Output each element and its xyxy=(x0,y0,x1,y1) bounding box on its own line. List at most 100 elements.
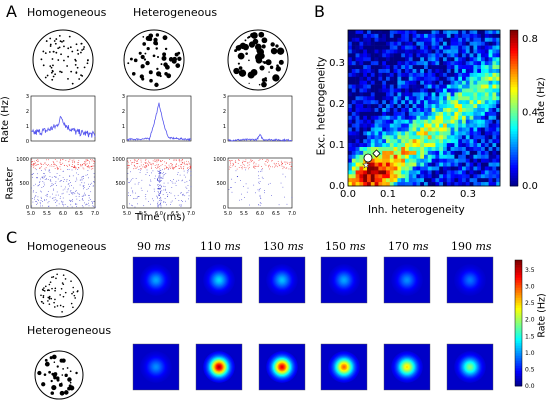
raster-spike-inh xyxy=(36,164,37,166)
raster-spike-inh xyxy=(93,160,94,162)
heat-cell xyxy=(374,182,379,187)
raster-spike-exc xyxy=(189,179,191,181)
heat-cell xyxy=(465,61,470,66)
raster-spike-exc xyxy=(160,186,162,188)
b-colorbar-segment xyxy=(510,154,518,158)
raster-spike-exc xyxy=(37,177,38,179)
raster-spike-exc xyxy=(167,169,169,170)
raster-spike-inh xyxy=(173,159,174,161)
raster-spike-inh xyxy=(164,165,166,167)
raster-spike-exc xyxy=(31,205,33,207)
raster-spike-exc xyxy=(35,192,37,193)
heat-cell xyxy=(450,108,455,113)
c-circle-homogeneous xyxy=(34,268,84,318)
neuron-dot xyxy=(63,45,65,48)
c-heat-heterogeneous-1 xyxy=(132,343,180,391)
raster-spike-inh xyxy=(51,165,53,167)
raster-spike-inh xyxy=(234,165,236,167)
raster-spike-inh xyxy=(267,159,269,161)
raster-spike-inh xyxy=(134,165,135,167)
neuron-dot xyxy=(52,354,57,360)
heat-cell xyxy=(465,33,470,39)
raster-spike-exc xyxy=(55,202,56,203)
heat-cell xyxy=(496,158,501,163)
heat-cell xyxy=(412,182,417,187)
c-colorbar-segment xyxy=(515,292,522,296)
heat-cell xyxy=(439,127,444,132)
raster-spike-exc xyxy=(152,198,153,200)
heat-cell xyxy=(431,131,436,136)
heat-cell xyxy=(386,178,391,183)
heat-cell xyxy=(443,100,448,105)
heat-cell xyxy=(435,84,440,89)
heat-cell xyxy=(363,143,368,148)
heat-cell xyxy=(427,96,432,101)
raster-spike-inh xyxy=(60,168,62,170)
heat-cell xyxy=(427,135,432,140)
neuron-dot xyxy=(272,74,280,82)
b-marker-star: ★ xyxy=(362,161,370,171)
heat-cell xyxy=(488,162,493,167)
raster-spike-exc xyxy=(83,188,84,190)
heat-cell xyxy=(408,127,413,132)
heat-cell xyxy=(462,33,467,39)
heat-cell xyxy=(431,104,436,109)
heat-cell xyxy=(431,80,436,85)
neuron-dot xyxy=(156,71,162,77)
heat-cell xyxy=(484,53,489,58)
heat-cell xyxy=(348,61,353,66)
b-marker-circle xyxy=(363,153,373,163)
neuron-dot xyxy=(261,44,266,49)
heat-cell xyxy=(496,127,501,132)
b-colorbar-segment xyxy=(510,66,518,70)
raster-spike-inh xyxy=(164,161,166,163)
heat-cell xyxy=(496,80,501,85)
heat-cell xyxy=(363,53,368,58)
heat-cell xyxy=(443,131,448,136)
heat-cell xyxy=(370,76,375,81)
heat-cell xyxy=(355,84,360,89)
heat-cell xyxy=(378,119,383,124)
raster-spike-exc xyxy=(42,181,44,182)
heat-cell xyxy=(435,45,440,50)
heat-cell xyxy=(469,127,474,132)
raster-spike-exc xyxy=(78,196,80,198)
raster-spike-exc xyxy=(88,183,89,185)
heat-cell xyxy=(477,76,482,81)
b-y-tick: 0.1 xyxy=(329,140,345,151)
heat-cell xyxy=(477,41,482,46)
neuron-dot xyxy=(54,42,57,45)
heat-cell xyxy=(363,131,368,136)
heat-cell xyxy=(469,150,474,156)
raster-spike-exc xyxy=(82,199,84,201)
heat-cell xyxy=(462,135,467,140)
raster-spike-inh xyxy=(291,161,293,163)
neuron-dot xyxy=(41,288,44,291)
neuron-dot xyxy=(60,53,62,56)
c-heat-frame xyxy=(258,256,306,304)
heat-cell xyxy=(367,53,372,58)
raster-spike-exc xyxy=(44,199,45,201)
heat-cell xyxy=(416,127,421,132)
c-heat-ring xyxy=(154,365,158,369)
raster-spike-inh xyxy=(179,161,181,163)
neuron-dot xyxy=(261,78,266,83)
heat-cell xyxy=(496,69,501,74)
raster-spike-exc xyxy=(81,182,83,184)
heat-cell xyxy=(405,84,410,89)
heat-cell xyxy=(469,80,474,85)
heat-cell xyxy=(374,108,379,113)
heat-cell xyxy=(488,92,493,97)
heat-cell xyxy=(481,123,486,128)
heat-cell xyxy=(481,127,486,132)
raster-spike-inh xyxy=(72,161,74,163)
time-tick-label: 6.0 xyxy=(155,211,163,217)
heat-cell xyxy=(405,154,410,159)
heat-cell xyxy=(386,53,391,58)
heat-cell xyxy=(355,41,360,46)
neuron-dot xyxy=(43,287,45,289)
raster-spike-exc xyxy=(280,182,282,184)
heat-cell xyxy=(492,127,497,132)
raster-spike-inh xyxy=(68,160,70,162)
raster-spike-exc xyxy=(49,196,51,198)
